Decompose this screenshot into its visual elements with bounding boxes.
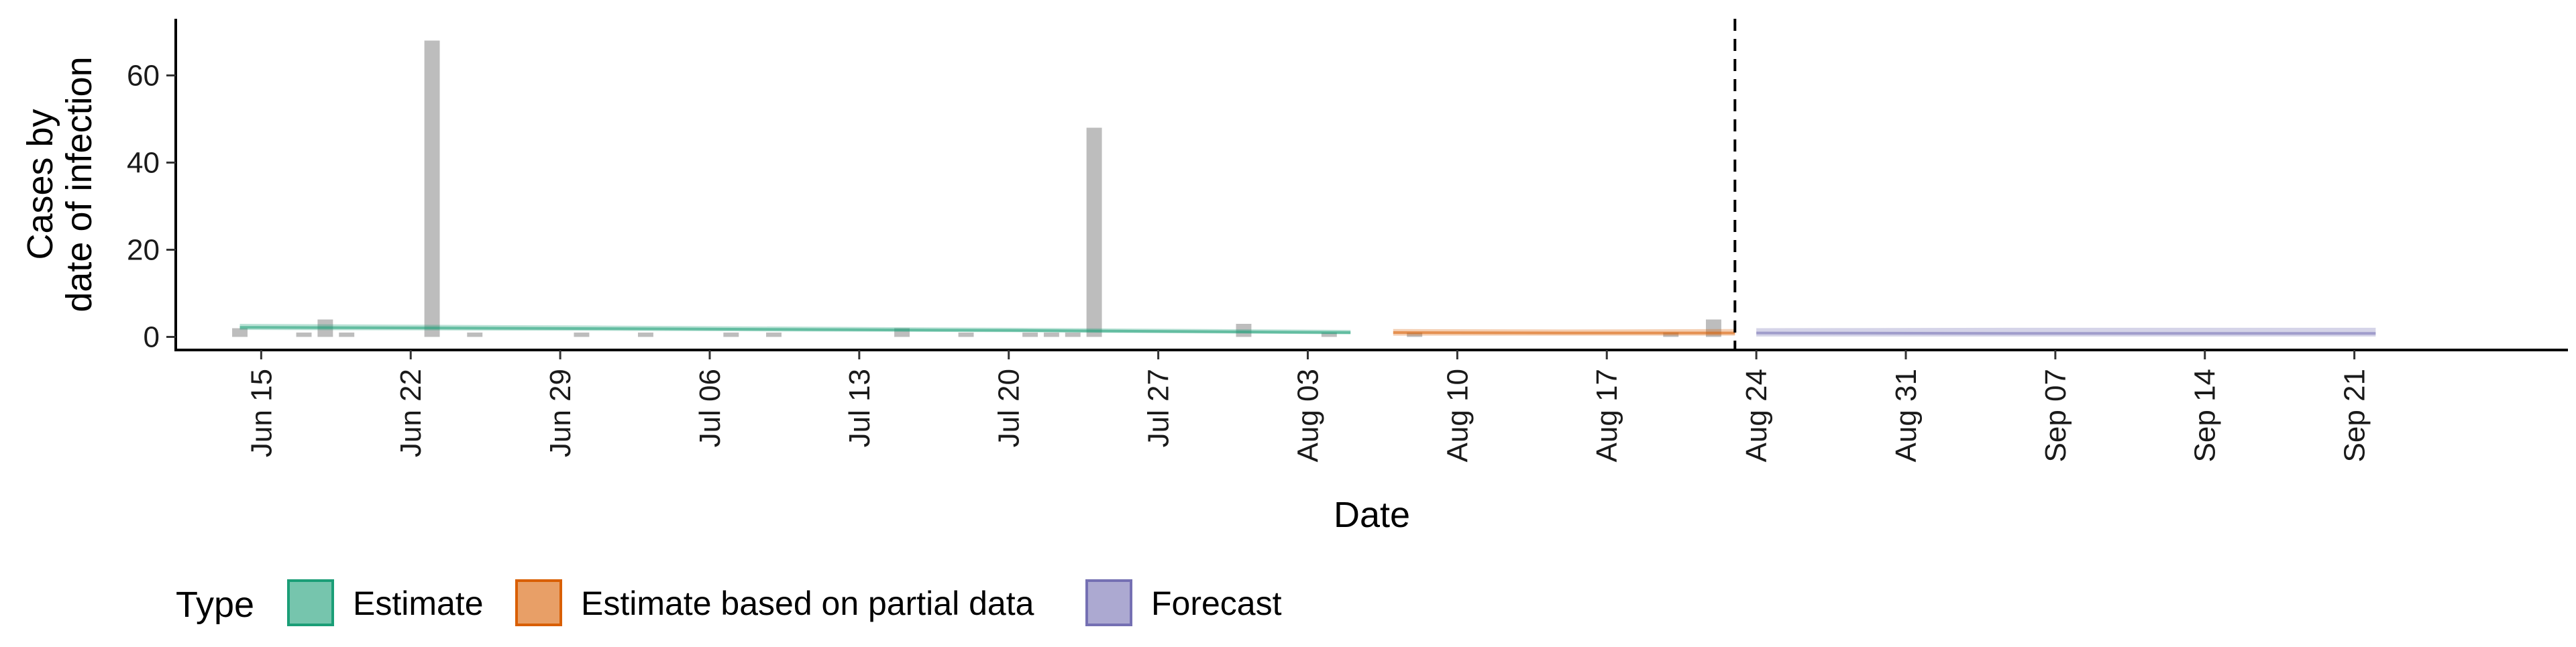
bars-layer [232,40,1721,337]
case-bar [958,333,974,337]
median-line-estimate [239,326,1351,334]
case-bar [1065,333,1081,337]
case-bar [1663,333,1679,337]
median-line-forecast [1756,331,2376,335]
legend-label-1: Estimate [353,585,484,622]
x-tick-label: Jul 13 [843,369,876,447]
x-tick-label: Jul 27 [1142,369,1175,447]
case-bar [339,333,355,337]
x-tick-label: Jun 22 [394,369,427,457]
legend-title: Type [176,585,254,625]
x-tick-label: Aug 03 [1291,369,1324,462]
legend-key-1 [287,579,334,626]
case-bar [467,333,483,337]
x-axis-title: Date [1334,495,1410,535]
case-bar [1022,333,1038,337]
x-tick-label: Aug 24 [1740,369,1773,462]
x-tick-label: Aug 31 [1890,369,1923,462]
case-bar [296,333,312,337]
legend-label-3: Forecast [1151,585,1282,622]
x-tick-label: Jun 29 [544,369,577,457]
y-axis-title-line-1: Cases by [20,109,60,259]
case-bar [1236,324,1252,337]
y-tick-label: 20 [127,234,160,267]
legend-key-2 [515,579,562,626]
ribbons-layer [239,324,2376,337]
y-tick-label: 40 [127,147,160,180]
x-tick-label: Aug 10 [1441,369,1474,462]
case-bar [1407,333,1423,337]
case-bar [1321,333,1337,337]
case-bar [1086,127,1102,337]
x-tick-label: Sep 07 [2039,369,2072,462]
case-bar [424,40,440,337]
y-axis-title-line-2: date of infection [59,56,99,312]
x-tick-label: Jul 20 [993,369,1026,447]
y-tick-label: 60 [127,60,160,93]
case-bar [1043,333,1059,337]
case-bar [638,333,653,337]
legend-layer: Type Estimate Estimate based on partial da… [176,579,1282,626]
legend-key-3 [1085,579,1132,626]
x-tick-label: Jul 06 [694,369,727,447]
x-tick-label: Aug 17 [1591,369,1623,462]
y-tick-label: 0 [144,321,160,354]
case-bar [766,333,782,337]
x-tick-label: Sep 21 [2339,369,2371,462]
axes-layer: 0 20 40 60 Jun 15 Jun 22 Jun 29 Jul 06 Jul 13 Jul… [20,19,2568,535]
case-bar [232,328,248,337]
x-tick-label: Jun 15 [245,369,278,457]
legend-label-2: Estimate based on partial data [581,585,1034,622]
x-tick-label: Sep 14 [2189,369,2222,462]
case-bar [574,333,590,337]
case-bar [723,333,739,337]
